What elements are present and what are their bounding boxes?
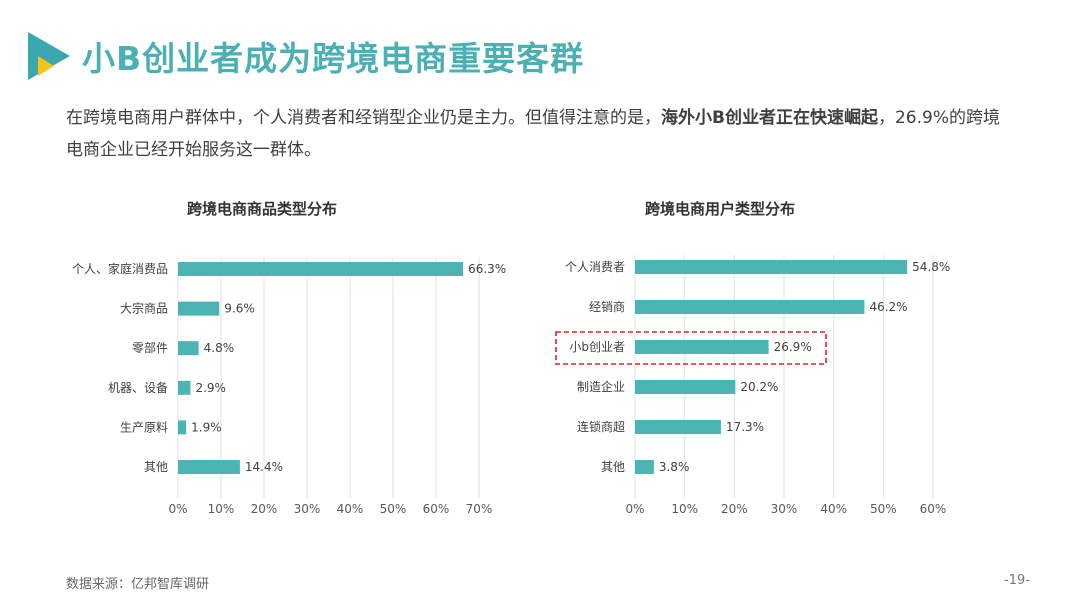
data-label: 2.9% [195, 381, 226, 395]
bar [635, 340, 769, 354]
x-tick-label: 40% [337, 502, 364, 516]
bar [635, 300, 865, 314]
user-type-plot: 0% 10% 20% 30% 40% 50% 60% 个人消费者 54.8% 经销商 46.2% 小b… [555, 255, 950, 516]
category-label: 其他 [144, 460, 168, 474]
logo-yellow-triangle [38, 56, 54, 76]
category-label: 个人、家庭消费品 [72, 261, 168, 276]
bar [178, 380, 191, 395]
x-tick-label: 20% [721, 502, 748, 516]
data-label: 46.2% [869, 300, 907, 314]
x-tick-label: 60% [920, 502, 947, 516]
x-tick-label: 50% [870, 502, 897, 516]
description-part1: 在跨境电商用户群体中，个人消费者和经销型企业仍是主力。但值得注意的是， [66, 108, 661, 128]
product-type-plot: 0% 10% 20% 30% 40% 50% 60% 70% 个人、家庭消费品 66.3% 大宗商品… [72, 257, 506, 516]
x-tick-label: 30% [771, 502, 798, 516]
x-tick-label: 70% [466, 502, 493, 516]
data-label: 17.3% [726, 420, 764, 434]
bar [178, 301, 220, 316]
x-tick-label: 40% [820, 502, 847, 516]
chart-title: 跨境电商商品类型分布 [186, 200, 337, 218]
bar [178, 262, 464, 276]
category-label: 生产原料 [120, 420, 168, 434]
page-number: -19- [1004, 573, 1030, 588]
x-tick-label: 0% [625, 502, 644, 516]
x-tick-label: 10% [208, 502, 235, 516]
bar [178, 341, 199, 356]
x-tick-label: 10% [671, 502, 698, 516]
x-tick-label: 60% [423, 502, 450, 516]
bar [635, 460, 654, 474]
data-label: 66.3% [468, 262, 506, 276]
data-source: 数据来源：亿邦智库调研 [66, 577, 210, 592]
product-type-chart: 跨境电商商品类型分布 0% 10% 20% 30% 40% 50% 60% 70% 个人、家庭消… [12, 190, 512, 530]
highlight-box [555, 331, 827, 365]
brand-logo [28, 32, 70, 80]
bar [635, 380, 736, 394]
category-label: 其他 [601, 460, 625, 474]
x-tick-label: 0% [168, 502, 187, 516]
category-label: 大宗商品 [120, 301, 168, 316]
bar [635, 260, 908, 274]
category-label: 零部件 [132, 340, 168, 355]
category-label: 机器、设备 [108, 381, 168, 395]
category-label: 制造企业 [577, 379, 625, 394]
bar [178, 460, 240, 474]
x-tick-label: 20% [251, 502, 278, 516]
x-tick-label: 50% [380, 502, 407, 516]
data-label: 26.9% [774, 340, 812, 354]
user-type-chart: 跨境电商用户类型分布 0% 10% 20% 30% 40% 50% 60% 个人消费者 54.8… [470, 190, 970, 530]
category-label: 经销商 [589, 299, 625, 314]
category-label: 连锁商超 [577, 419, 625, 434]
data-label: 14.4% [245, 460, 283, 474]
category-label: 小b创业者 [569, 340, 625, 354]
data-label: 3.8% [659, 460, 690, 474]
bar [635, 420, 721, 434]
data-label: 20.2% [740, 380, 778, 394]
data-label: 54.8% [912, 260, 950, 274]
bar [178, 420, 187, 435]
description-text: 在跨境电商用户群体中，个人消费者和经销型企业仍是主力。但值得注意的是，海外小B创… [66, 102, 1016, 166]
x-tick-label: 30% [294, 502, 321, 516]
category-label: 个人消费者 [565, 260, 625, 274]
logo-teal-triangle [28, 32, 70, 80]
data-label: 9.6% [224, 302, 255, 316]
page-title: 小B创业者成为跨境电商重要客群 [82, 39, 585, 78]
data-label: 1.9% [191, 420, 222, 434]
description-highlight: 海外小B创业者正在快速崛起 [661, 108, 878, 128]
data-label: 4.8% [204, 341, 235, 355]
description-part2: ，26.9%的跨境电商企业已经开始服务这一群体。 [66, 108, 1000, 160]
chart-title: 跨境电商用户类型分布 [644, 200, 795, 218]
